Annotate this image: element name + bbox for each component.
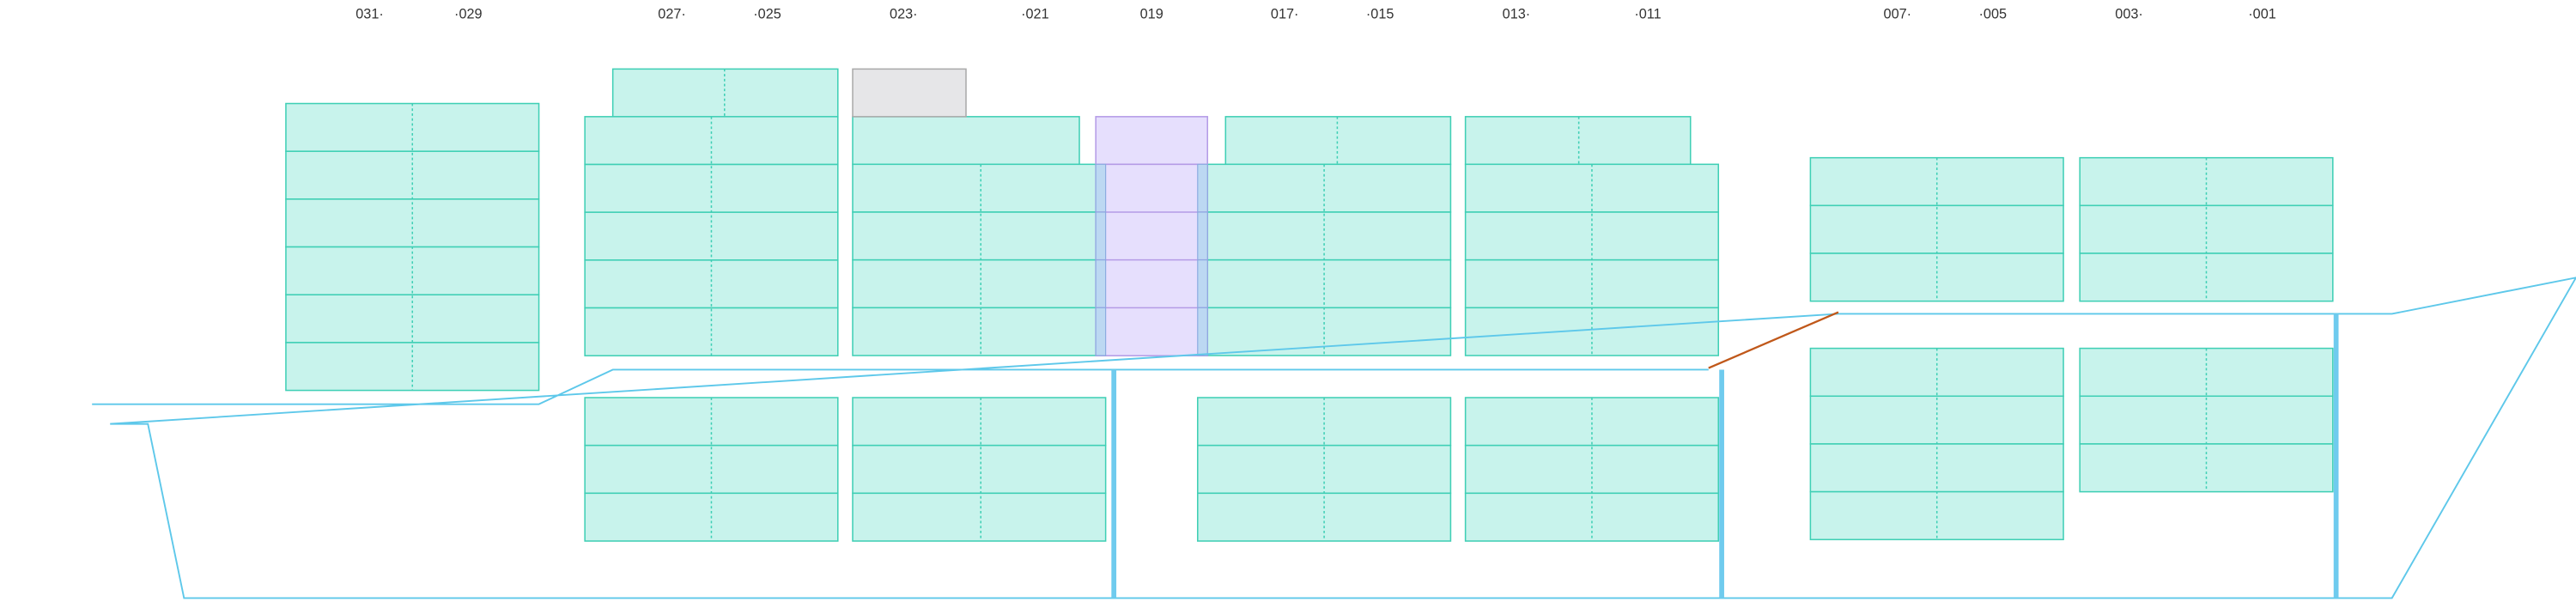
bay-label: 027· — [658, 7, 686, 22]
bay-label: 031· — [355, 7, 384, 22]
empty-slot — [852, 68, 967, 118]
container-slot — [852, 116, 1080, 166]
side-slot — [1095, 211, 1107, 261]
bay-label: 007· — [1884, 7, 1912, 22]
bay-label: 019 — [1140, 7, 1163, 22]
container-slot — [1206, 307, 1452, 356]
bay-label: 017· — [1271, 7, 1299, 22]
container-slot — [852, 211, 1107, 261]
side-slot — [1095, 307, 1107, 356]
selected-bay — [1095, 116, 1209, 356]
container-slot — [1206, 211, 1452, 261]
container-slot — [1206, 258, 1452, 309]
container-slot — [1464, 211, 1720, 261]
container-slot — [852, 444, 1107, 495]
container-slot — [1464, 116, 1692, 166]
container-slot — [611, 68, 839, 118]
deck-step — [1708, 311, 1839, 369]
bay-label: ·015 — [1366, 7, 1394, 22]
bay-label: ·011 — [1634, 7, 1661, 22]
container-slot — [852, 258, 1107, 309]
bay-label: ·021 — [1021, 7, 1049, 22]
side-slot — [1197, 307, 1208, 356]
container-slot — [1206, 163, 1452, 213]
bay-label: ·001 — [2248, 7, 2276, 22]
container-slot — [852, 397, 1107, 447]
bay-label: ·029 — [454, 7, 483, 22]
side-slot — [1197, 163, 1208, 213]
bay-label: 023· — [890, 7, 918, 22]
bay-label: ·005 — [1979, 7, 2008, 22]
container-blocks — [285, 68, 2334, 542]
bay-label: ·025 — [753, 7, 781, 22]
bay-label: 013· — [1503, 7, 1531, 22]
container-slot — [852, 307, 1107, 356]
container-slot — [852, 163, 1107, 213]
container-slot — [852, 492, 1107, 542]
side-slot — [1197, 259, 1208, 308]
hull-outline — [92, 277, 2576, 599]
container-slot — [1224, 116, 1452, 166]
side-slot — [1095, 259, 1107, 308]
bay-labels: 031· ·029 027· ·025 023· ·021 019 017· ·015 013· ·… — [355, 7, 2276, 22]
side-slot — [1197, 211, 1208, 261]
side-slot — [1095, 163, 1107, 213]
bay-label: 003· — [2115, 7, 2143, 22]
